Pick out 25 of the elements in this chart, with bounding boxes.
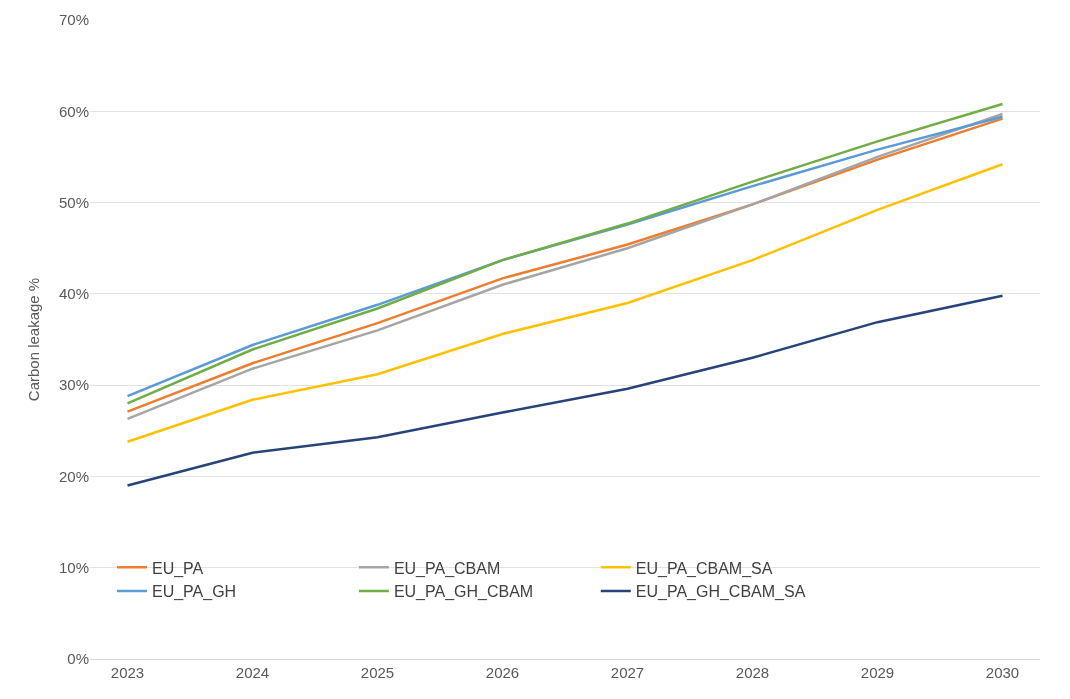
y-axis-title: Carbon leakage % — [25, 277, 43, 402]
line-series — [126, 294, 1004, 487]
x-tick-label: 2023 — [110, 664, 145, 681]
x-tick-label: 2029 — [860, 664, 895, 681]
y-tick-label: 70% — [58, 11, 89, 29]
y-tick-label: 10% — [58, 558, 89, 576]
x-tick-label: 2027 — [610, 664, 645, 681]
x-tick-label: 2026 — [485, 664, 520, 681]
y-tick-label: 20% — [58, 467, 89, 485]
legend-label: EU_PA_GH — [151, 583, 237, 602]
y-tick-label: 60% — [58, 102, 89, 120]
legend-label: EU_PA_GH_CBAM — [393, 583, 534, 602]
x-tick-label: 2025 — [360, 664, 395, 681]
y-tick-label: 0% — [67, 650, 89, 668]
y-tick-label: 50% — [58, 193, 89, 211]
x-tick-label: 2030 — [985, 664, 1020, 681]
line-series — [126, 162, 1004, 443]
legend-label: EU_PA_GH_CBAM_SA — [635, 583, 806, 602]
y-tick-label: 30% — [58, 376, 89, 394]
y-tick-label: 40% — [58, 285, 89, 303]
legend-label: EU_PA_CBAM — [393, 559, 501, 578]
x-tick-label: 2024 — [235, 664, 270, 681]
legend-label: EU_PA_CBAM_SA — [635, 559, 773, 578]
x-tick-label: 2028 — [735, 664, 770, 681]
legend-label: EU_PA — [151, 559, 204, 578]
